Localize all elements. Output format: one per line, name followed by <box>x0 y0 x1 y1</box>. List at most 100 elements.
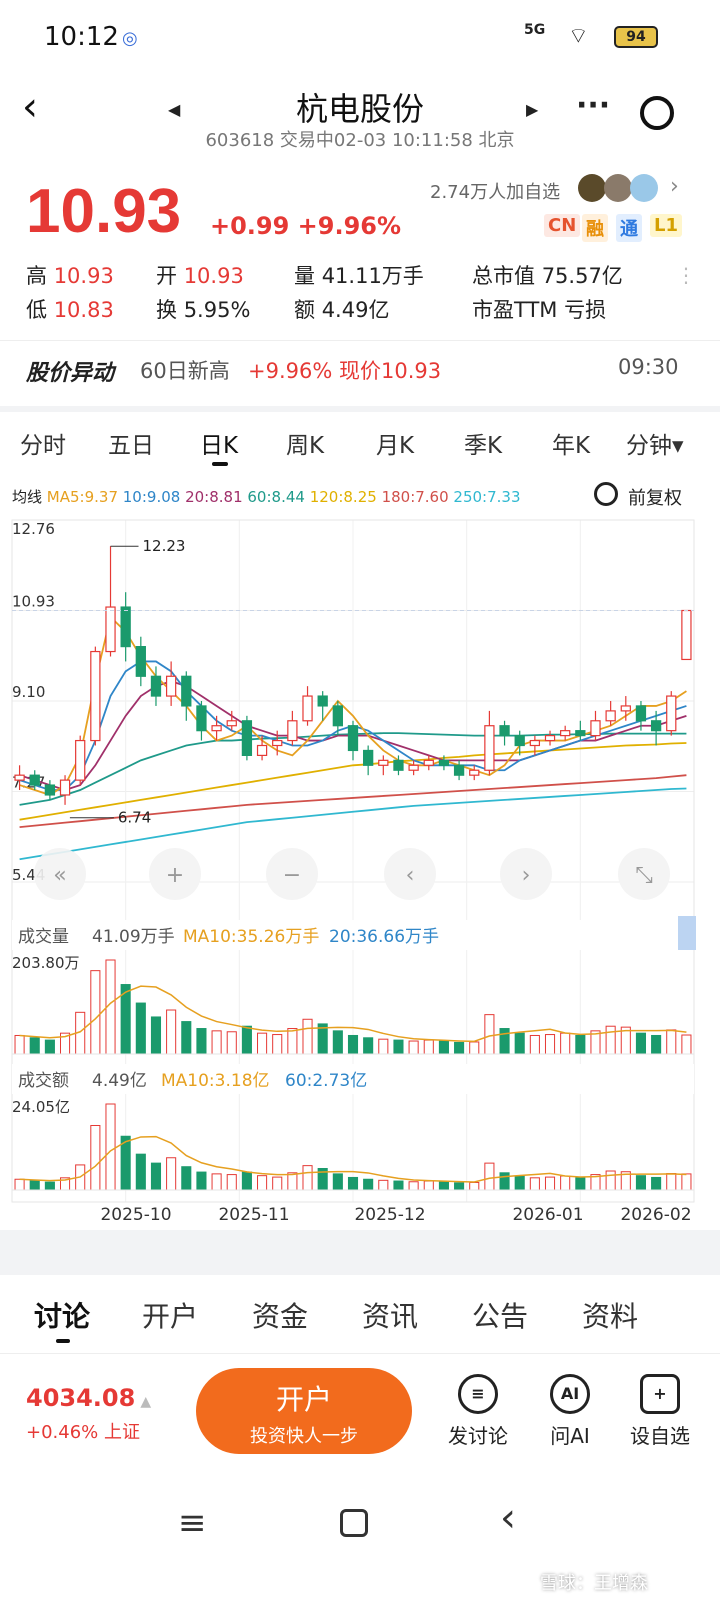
volume-bar <box>469 1041 480 1055</box>
action-label: 发讨论 <box>448 1424 508 1448</box>
wifi-icon: ⌔ <box>568 24 589 49</box>
volume-bar <box>44 1039 55 1055</box>
chevron-right-icon[interactable]: › <box>670 174 679 199</box>
amount-bar <box>514 1175 525 1191</box>
stat-turnover: 换 5.95% <box>156 298 251 322</box>
stock-header: ‹ ◀ 杭电股份 603618 交易中02-03 10:11:58 北京 ▶ ·… <box>0 80 720 170</box>
candle <box>272 739 283 747</box>
ma-legend-item: 180:7.60 <box>376 488 449 506</box>
volume-label: 成交量 <box>18 927 69 947</box>
candle <box>378 759 389 766</box>
tab-announcements[interactable]: 公告 <box>472 1300 529 1333</box>
volume-bar <box>681 1034 692 1055</box>
adjust-mode[interactable]: 前复权 <box>628 488 682 509</box>
settings-icon[interactable] <box>594 482 618 506</box>
candle <box>302 695 313 722</box>
candle <box>59 779 71 796</box>
volume-bar <box>393 1039 404 1055</box>
tab-news[interactable]: 资讯 <box>362 1300 419 1333</box>
back-nav-icon[interactable]: ‹ <box>500 1495 516 1541</box>
tab-open-account[interactable]: 开户 <box>142 1300 199 1333</box>
tab-yearly-k[interactable]: 年K <box>552 433 591 459</box>
x-tick-label: 2025-12 <box>354 1205 425 1225</box>
tab-discussion[interactable]: 讨论 <box>34 1300 91 1333</box>
candle <box>165 675 177 697</box>
volume-bar <box>635 1032 647 1055</box>
post-discussion-button[interactable]: ≡ 发讨论 <box>438 1374 518 1449</box>
volume-bar <box>257 1032 268 1055</box>
app-notification-icon: ◎ <box>122 28 138 49</box>
volume-bar <box>378 1038 389 1055</box>
tab-weekly-k[interactable]: 周K <box>286 433 325 459</box>
tab-monthly-k[interactable]: 月K <box>376 433 415 459</box>
candle <box>560 730 571 737</box>
add-watchlist-button[interactable]: + 设自选 <box>620 1374 700 1449</box>
avatar <box>578 174 606 202</box>
candle <box>196 705 207 732</box>
candle <box>226 720 237 727</box>
volume-bar <box>575 1034 586 1055</box>
search-icon[interactable] <box>640 96 674 130</box>
followers-count[interactable]: 2.74万人加自选 <box>430 182 561 203</box>
candle <box>635 705 647 722</box>
tab-intraday[interactable]: 分时 <box>20 433 66 459</box>
tab-five-day[interactable]: 五日 <box>108 433 154 459</box>
tag-l1: L1 <box>650 214 682 237</box>
candle <box>393 759 404 771</box>
bottom-tabs: 讨论 开户 资金 资讯 公告 资料 <box>0 1275 720 1353</box>
amount-bar <box>29 1180 40 1191</box>
volume-bar <box>150 1016 162 1055</box>
open-account-button[interactable]: 开户 投资快人一步 <box>196 1368 412 1454</box>
tab-quarterly-k[interactable]: 季K <box>464 433 503 459</box>
prev-stock-icon[interactable]: ◀ <box>168 100 181 119</box>
candle <box>120 606 131 648</box>
amount-bar <box>605 1170 616 1191</box>
menu-icon[interactable]: ≡ <box>178 1503 207 1543</box>
stat-high: 高 10.93 <box>26 264 114 288</box>
ask-ai-button[interactable]: AI 问AI <box>530 1374 610 1449</box>
ma-legend-item: 60:8.44 <box>242 488 305 506</box>
ma-legend-item: 120:8.25 <box>304 488 377 506</box>
index-quote[interactable]: 4034.08 ▲ +0.46% 上证 <box>26 1384 151 1444</box>
kline-chart-panel: 均线 MA5:9.37 10:9.08 20:8.81 60:8.44 120:… <box>0 472 720 1230</box>
candle <box>44 784 56 796</box>
expand-stats-icon[interactable]: ⋮ <box>676 263 696 287</box>
candle <box>135 646 146 677</box>
amount-bar <box>44 1181 55 1191</box>
back-icon[interactable]: ‹ <box>22 84 38 130</box>
chart-control-icon: ‹ <box>406 863 415 888</box>
avatar <box>604 174 632 202</box>
action-label: 问AI <box>550 1424 590 1448</box>
tab-minute[interactable]: 分钟▾ <box>626 433 684 459</box>
home-icon[interactable] <box>340 1509 368 1537</box>
high-marker-label: 12.23 <box>143 537 186 555</box>
volume-bar <box>363 1037 374 1055</box>
price-alert-row[interactable]: 股价异动 60日新高 +9.96% 现价10.93 09:30 <box>0 340 720 400</box>
amount-bar <box>469 1181 480 1191</box>
candle <box>590 720 601 737</box>
tab-daily-k[interactable]: 日K <box>200 433 239 459</box>
amount-bar <box>378 1179 389 1191</box>
tab-profile[interactable]: 资料 <box>582 1300 639 1333</box>
candle <box>90 650 101 742</box>
next-stock-icon[interactable]: ▶ <box>526 100 539 119</box>
volume-ma-line <box>19 985 687 1043</box>
stat-open: 开 10.93 <box>156 264 244 288</box>
more-icon[interactable]: ··· <box>576 88 611 123</box>
low-marker-label: 6.74 <box>118 809 151 827</box>
amount-bar <box>438 1181 449 1191</box>
chart-control-icon: « <box>53 863 66 888</box>
tab-funds[interactable]: 资金 <box>252 1300 309 1333</box>
candle <box>605 710 616 722</box>
chart-control <box>384 848 436 900</box>
candle <box>469 769 480 776</box>
open-account-subtitle: 投资快人一步 <box>250 1426 358 1447</box>
stock-name: 杭电股份 <box>295 90 424 128</box>
ma-line-ma250 <box>19 787 687 861</box>
candle <box>484 725 495 771</box>
index-change: +0.46% 上证 <box>26 1422 140 1443</box>
ma-legend-items: MA5:9.37 10:9.08 20:8.81 60:8.44 120:8.2… <box>47 488 521 506</box>
watermark: 雪球：王增森 <box>540 1573 648 1594</box>
candle <box>666 695 677 732</box>
